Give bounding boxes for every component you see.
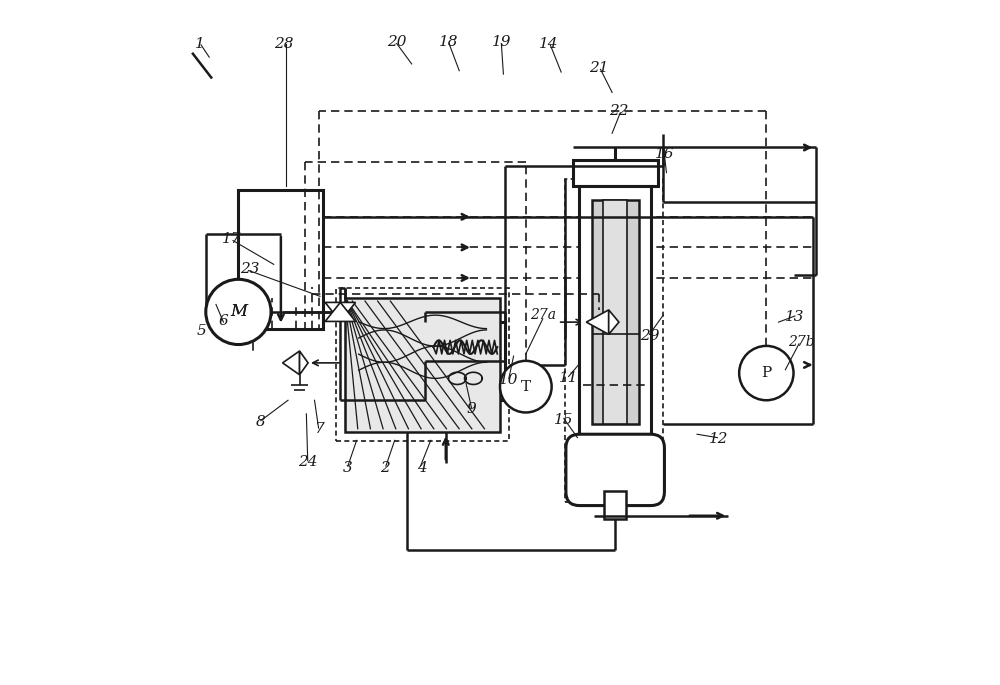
FancyBboxPatch shape: [566, 434, 664, 506]
Text: 27b: 27b: [788, 336, 814, 349]
Text: 3: 3: [343, 460, 353, 475]
Text: 11: 11: [559, 371, 578, 385]
Bar: [336, 288, 509, 441]
Polygon shape: [586, 310, 609, 334]
Text: 1: 1: [195, 36, 205, 51]
Text: 20: 20: [387, 34, 406, 49]
Text: P: P: [761, 366, 771, 380]
Text: 24: 24: [298, 455, 317, 469]
Polygon shape: [283, 351, 300, 375]
Polygon shape: [609, 310, 619, 334]
Polygon shape: [325, 302, 356, 321]
Text: 19: 19: [492, 34, 511, 49]
Text: 10: 10: [499, 373, 519, 387]
Text: 9: 9: [467, 402, 476, 416]
Bar: [592, 200, 639, 424]
Bar: [238, 190, 323, 329]
Polygon shape: [300, 351, 308, 375]
Bar: [345, 298, 500, 432]
Bar: [603, 200, 627, 424]
Text: 8: 8: [256, 415, 266, 429]
Text: 23: 23: [240, 262, 260, 276]
Bar: [573, 160, 658, 186]
Text: 28: 28: [274, 36, 294, 51]
Text: 16: 16: [655, 147, 674, 160]
Text: M: M: [230, 303, 247, 321]
Text: 7: 7: [314, 423, 323, 436]
Circle shape: [739, 346, 794, 400]
Text: 15: 15: [554, 413, 574, 427]
Text: 14: 14: [539, 36, 559, 51]
Bar: [425, 322, 505, 400]
Text: 21: 21: [589, 61, 609, 75]
Text: 4: 4: [417, 460, 427, 475]
Text: 18: 18: [439, 34, 459, 49]
Bar: [599, 296, 619, 310]
Text: 17: 17: [222, 232, 241, 246]
Text: 5: 5: [196, 324, 206, 338]
Bar: [604, 490, 626, 519]
Text: 2: 2: [380, 460, 389, 475]
Text: 27a: 27a: [530, 308, 556, 323]
Polygon shape: [325, 302, 356, 321]
Text: 12: 12: [709, 432, 729, 446]
Text: 13: 13: [785, 310, 805, 325]
Text: 22: 22: [609, 105, 629, 119]
Text: 6: 6: [219, 314, 228, 327]
Text: 29: 29: [640, 329, 659, 342]
Bar: [565, 179, 663, 502]
Text: M: M: [230, 303, 247, 321]
Bar: [579, 186, 651, 451]
Circle shape: [206, 279, 271, 345]
Circle shape: [500, 361, 552, 412]
Text: T: T: [521, 379, 531, 394]
